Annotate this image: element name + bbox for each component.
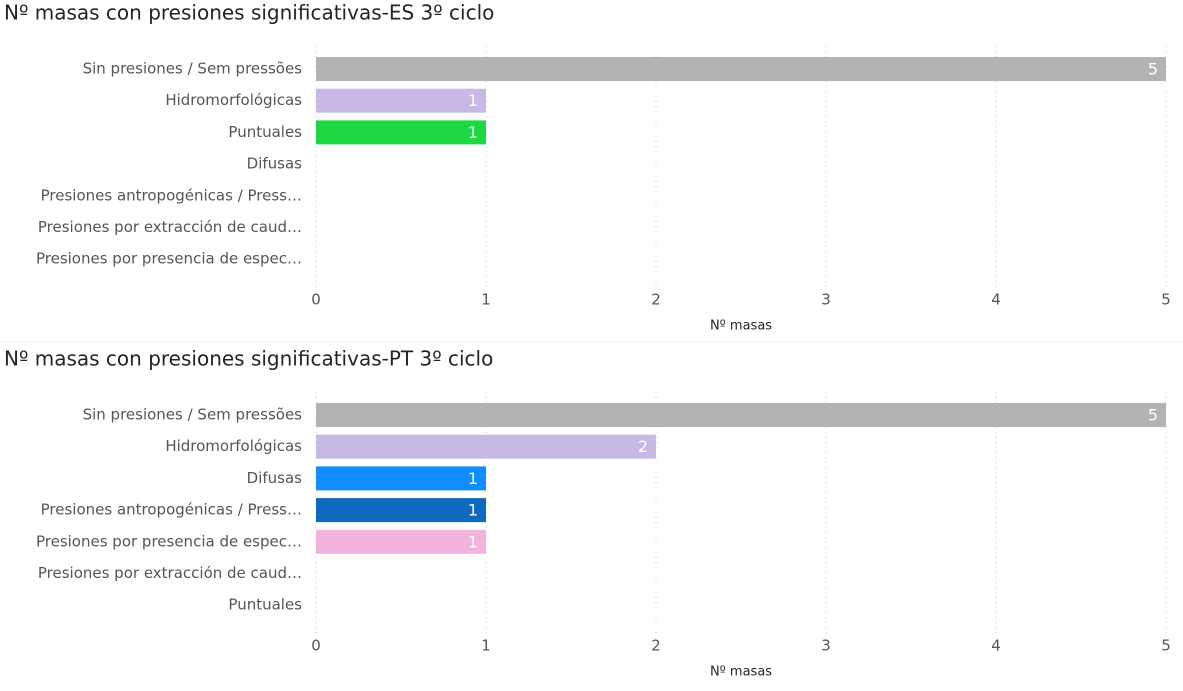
y-tick-label: Sin presiones / Sem pressões [83,406,303,424]
value-label: 1 [468,123,478,142]
value-label: 2 [638,437,648,456]
y-tick-label: Difusas [247,469,303,487]
y-tick-label: Puntuales [228,123,302,141]
bar [316,466,486,491]
value-label: 1 [468,532,478,551]
x-tick-label: 5 [1161,291,1171,309]
value-label: 5 [1148,60,1158,79]
x-tick-label: 3 [821,637,831,655]
x-axis-title: Nº masas [710,665,772,680]
x-tick-label: 3 [821,291,831,309]
x-tick-label: 4 [991,637,1001,655]
value-label: 1 [468,501,478,520]
y-tick-label: Presiones por presencia de espec… [36,532,302,550]
x-axis-title: Nº masas [710,319,772,334]
chart-title: Nº masas con presiones significativas-PT… [4,347,493,371]
bar [316,57,1166,81]
bar [316,434,656,459]
x-tick-label: 5 [1161,637,1171,655]
bar [316,498,486,523]
value-label: 5 [1148,406,1158,425]
bar [316,88,486,113]
x-tick-label: 1 [481,637,491,655]
y-tick-label: Presiones antropogénicas / Press… [41,186,302,204]
x-tick-label: 0 [311,291,321,309]
x-tick-label: 2 [651,291,661,309]
y-tick-label: Sin presiones / Sem pressões [83,60,303,78]
y-tick-label: Hidromorfológicas [165,437,302,455]
chart-title: Nº masas con presiones significativas-ES… [4,1,494,25]
y-tick-label: Difusas [247,155,303,173]
y-tick-label: Presiones por presencia de espec… [36,250,302,268]
y-tick-label: Presiones antropogénicas / Press… [41,501,302,519]
y-tick-label: Puntuales [228,596,302,614]
y-tick-label: Presiones por extracción de caud… [38,218,302,236]
x-tick-label: 4 [991,291,1001,309]
bar [316,529,486,554]
y-tick-label: Presiones por extracción de caud… [38,564,302,582]
x-tick-label: 0 [311,637,321,655]
bar [316,120,486,145]
y-tick-label: Hidromorfológicas [165,91,302,109]
value-label: 1 [468,91,478,110]
value-label: 1 [468,469,478,488]
x-tick-label: 1 [481,291,491,309]
x-tick-label: 2 [651,637,661,655]
bar [316,403,1166,427]
